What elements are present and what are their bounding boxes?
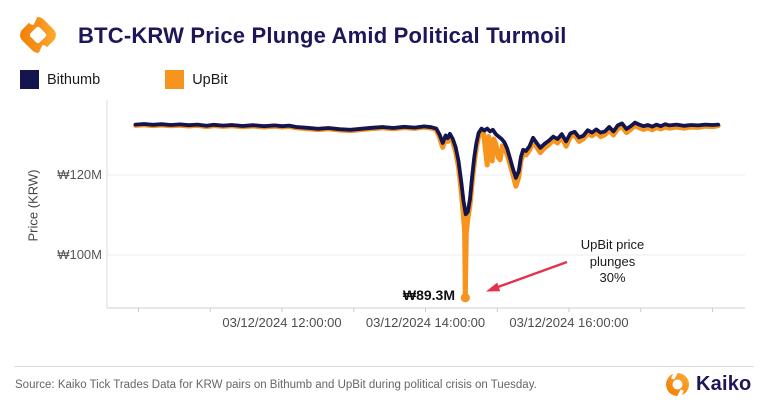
y-axis-title: Price (KRW) (25, 169, 41, 242)
legend-item-bithumb: Bithumb (20, 70, 100, 89)
upbit-swatch (165, 70, 185, 89)
axes (106, 100, 745, 312)
bithumb-swatch (20, 70, 39, 89)
gridlines (107, 174, 745, 256)
chart-legend: Bithumb UpBit (20, 70, 228, 89)
x-tick-16h: 03/12/2024 16:00:00 (509, 315, 629, 330)
plunge-note: UpBit price plunges 30% (580, 237, 645, 286)
min-price-label: ₩89.3M (402, 287, 455, 303)
line-series (133, 120, 721, 303)
kaiko-footer-icon (666, 371, 689, 398)
x-tick-14h: 03/12/2024 14:00:00 (365, 315, 486, 330)
footer-brand-name: Kaiko (696, 373, 752, 395)
source-caption: Source: Kaiko Tick Trades Data for KRW p… (15, 379, 537, 391)
y-tick-120m: ₩120M (57, 167, 102, 182)
y-tick-100m: ₩100M (57, 247, 102, 262)
legend-item-upbit: UpBit (165, 70, 228, 89)
price-line-chart (106, 100, 745, 312)
footer-divider (14, 366, 754, 367)
footer-brand: Kaiko (664, 371, 751, 398)
legend-label: Bithumb (47, 71, 101, 88)
legend-label: UpBit (192, 71, 228, 88)
annotation-arrow (486, 260, 568, 292)
kaiko-logo-icon (20, 11, 56, 59)
x-tick-12h: 03/12/2024 12:00:00 (222, 315, 342, 330)
page-title: BTC-KRW Price Plunge Amid Political Turm… (78, 23, 567, 48)
